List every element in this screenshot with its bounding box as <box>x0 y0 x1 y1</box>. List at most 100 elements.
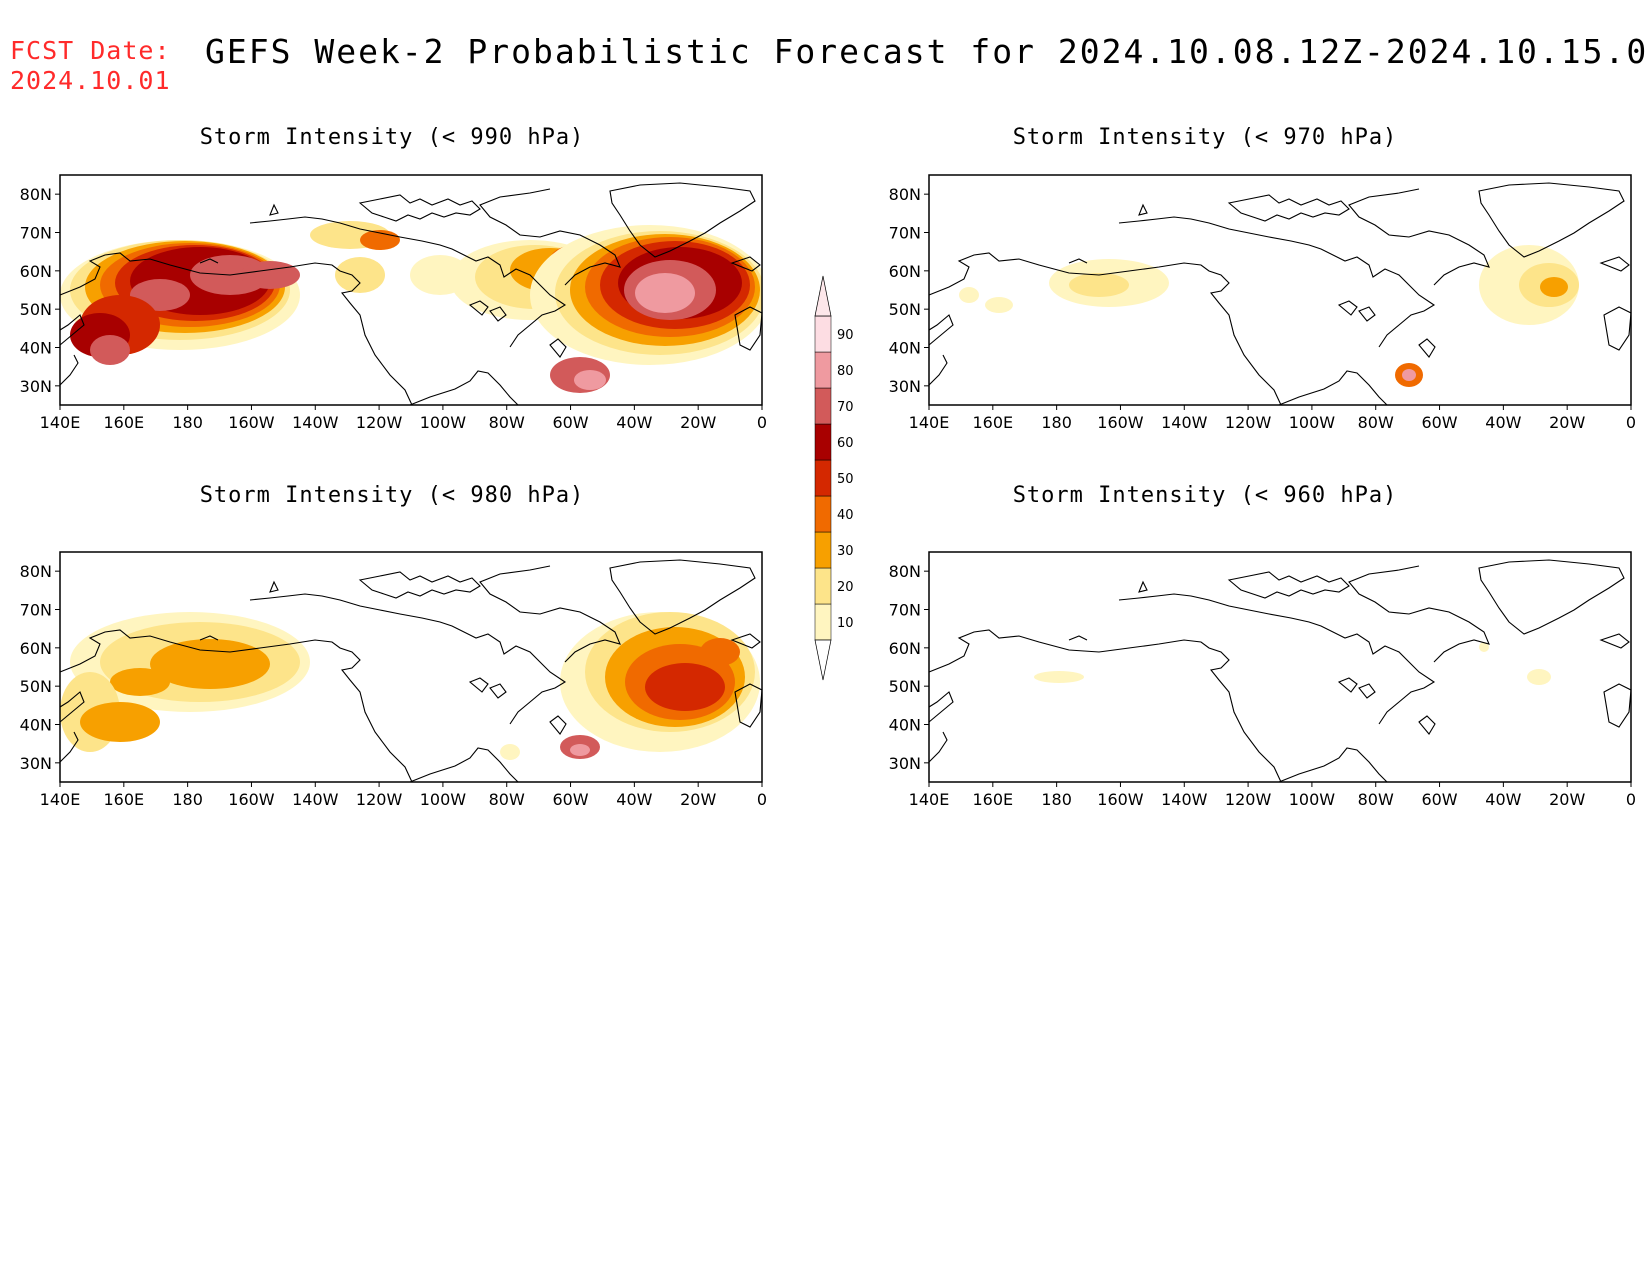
coastline <box>1599 256 1630 272</box>
lon-label: 40W <box>1485 790 1521 809</box>
probability-area <box>80 702 160 742</box>
lon-label: 160W <box>228 790 275 809</box>
coastline <box>468 677 507 699</box>
colorbar-swatch <box>814 315 832 353</box>
coastline <box>1227 571 1350 599</box>
lat-label: 70N <box>889 224 921 243</box>
colorbar-label: 50 <box>837 472 854 487</box>
lat-label: 30N <box>889 754 921 773</box>
coastline <box>479 188 621 286</box>
lat-label: 60N <box>889 262 921 281</box>
lon-label: 160E <box>972 413 1013 432</box>
lat-label: 40N <box>20 716 52 735</box>
coastline <box>928 731 948 763</box>
coastline <box>1118 216 1436 348</box>
lon-label: 160W <box>1097 413 1144 432</box>
coastline <box>358 571 481 599</box>
colorbar-label: 90 <box>837 328 854 343</box>
coastline <box>358 194 481 222</box>
panel-title-980: Storm Intensity (< 980 hPa) <box>199 483 585 508</box>
lon-label: 180 <box>172 413 203 432</box>
coastline <box>1337 300 1376 322</box>
lon-label: 140W <box>1161 790 1208 809</box>
coastline <box>1068 580 1148 641</box>
lon-label: 0 <box>1626 413 1636 432</box>
lon-label: 140E <box>909 413 950 432</box>
map-panel-960: 140E 160E 180 160W 140W 120W 100W 80W 60W 40W 20W 0… <box>889 551 1636 809</box>
probability-area <box>240 261 300 289</box>
coastlines <box>59 559 763 783</box>
lon-label: 60W <box>552 413 588 432</box>
lon-label: 80W <box>489 790 525 809</box>
lon-label: 20W <box>680 413 716 432</box>
probability-area <box>1540 277 1568 297</box>
lon-label: 80W <box>1358 790 1394 809</box>
coastline <box>468 300 507 322</box>
lat-label: 40N <box>889 716 921 735</box>
probability-field <box>60 612 760 760</box>
lat-label: 80N <box>20 185 52 204</box>
probability-area <box>500 744 520 760</box>
coastline <box>1603 683 1632 728</box>
map-frame <box>59 174 763 406</box>
lon-label: 120W <box>356 413 403 432</box>
coastline <box>1418 338 1436 358</box>
lon-label: 120W <box>1225 413 1272 432</box>
coastline <box>1599 633 1630 649</box>
colorbar-swatch <box>814 459 832 497</box>
probability-area <box>574 370 606 390</box>
probability-area <box>110 668 170 696</box>
coastline <box>734 306 763 351</box>
lon-label: 20W <box>1549 413 1585 432</box>
lon-label: 60W <box>552 790 588 809</box>
map-frame <box>928 551 1632 783</box>
lat-label: 70N <box>20 224 52 243</box>
colorbar-bottom-arrow <box>814 639 832 681</box>
colorbar-label: 40 <box>837 508 854 523</box>
colorbar-swatch <box>814 351 832 389</box>
lon-label: 160W <box>228 413 275 432</box>
lon-label: 140W <box>292 413 339 432</box>
lat-label: 40N <box>20 339 52 358</box>
lat-label: 50N <box>889 300 921 319</box>
lon-label: 160E <box>972 790 1013 809</box>
coastlines <box>59 182 763 406</box>
map-panel-990: 140E 160E 180 160W 140W 120W 100W 80W 60W 40W 20W 0… <box>20 174 767 432</box>
lat-label: 60N <box>20 639 52 658</box>
lon-label: 140E <box>909 790 950 809</box>
coastline <box>59 629 413 783</box>
lat-label: 60N <box>889 639 921 658</box>
lon-label: 40W <box>1485 413 1521 432</box>
lon-label: 140E <box>40 790 81 809</box>
coastline <box>549 715 567 735</box>
colorbar-label: 80 <box>837 364 854 379</box>
lon-label: 140W <box>292 790 339 809</box>
coastline <box>1603 306 1632 351</box>
coastline <box>928 314 954 346</box>
probability-area <box>959 287 979 303</box>
probability-area <box>1069 273 1129 297</box>
probability-area <box>985 297 1013 313</box>
lon-label: 20W <box>680 790 716 809</box>
coastline <box>1278 370 1388 406</box>
coastline <box>59 252 413 406</box>
lat-label: 30N <box>889 377 921 396</box>
lat-label: 70N <box>20 601 52 620</box>
map-frame <box>928 174 1632 406</box>
colorbar-label: 20 <box>837 580 854 595</box>
probability-area <box>1402 369 1416 381</box>
probability-field <box>1034 642 1551 685</box>
lat-label: 80N <box>20 562 52 581</box>
coastline <box>1068 203 1148 264</box>
coastline <box>249 593 567 725</box>
coastline <box>59 731 79 763</box>
colorbar-label: 10 <box>837 616 854 631</box>
coastline <box>59 314 85 346</box>
coastline <box>1478 559 1625 635</box>
coastline <box>199 203 279 264</box>
lon-label: 140W <box>1161 413 1208 432</box>
lon-label: 60W <box>1421 790 1457 809</box>
coastlines <box>928 559 1632 783</box>
coastline <box>249 216 567 348</box>
page-title: GEFS Week-2 Probabilistic Forecast for 2… <box>205 32 1650 71</box>
